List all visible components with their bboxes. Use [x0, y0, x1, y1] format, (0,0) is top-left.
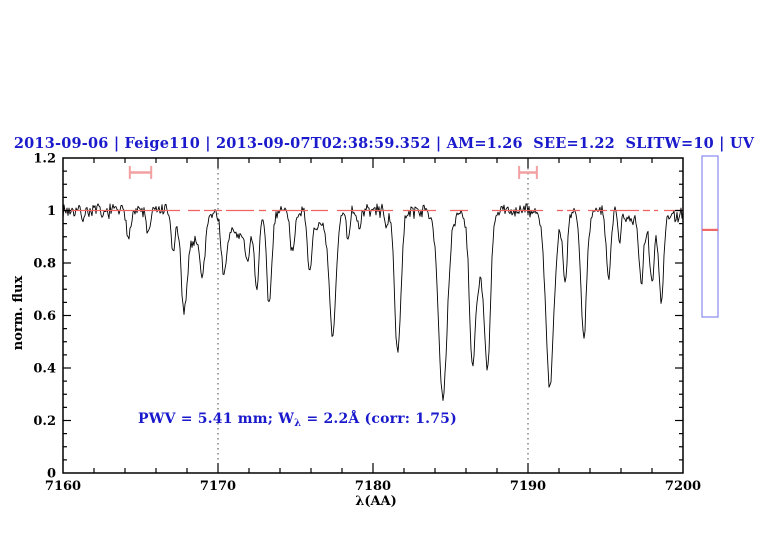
x-tick-label: 7190: [510, 479, 546, 494]
y-tick-label: 0.6: [33, 309, 56, 324]
y-tick-label: 1.2: [33, 152, 56, 167]
y-axis-label: norm. flux: [11, 276, 26, 351]
x-tick-label: 7200: [665, 479, 701, 494]
side-gauge-box: [701, 155, 719, 318]
plot-title: 2013-09-06 | Feige110 | 2013-09-07T02:38…: [13, 135, 755, 152]
y-tick-label: 0.2: [33, 414, 56, 429]
y-tick-label: 0: [47, 467, 56, 482]
plot-generated-layer: 7160 7170 7180 7190 7200 0 0.2 0.4 0.6 0.8 1 1.2: [33, 152, 719, 494]
spectrum-trace: [62, 203, 684, 401]
pwv-annotation-subscript: λ: [294, 418, 302, 429]
x-tick-label: 7170: [200, 479, 236, 494]
y-tick-label: 0.8: [33, 257, 56, 272]
y-tick-label: 0.4: [33, 362, 56, 377]
x-tick-label: 7180: [355, 479, 391, 494]
pwv-annotation: PWV = 5.41 mm; Wλ = 2.2Å (corr: 1.75): [138, 411, 457, 429]
pwv-annotation-suffix: = 2.2Å (corr: 1.75): [301, 411, 457, 427]
pwv-annotation-text: PWV = 5.41 mm; W: [138, 411, 295, 427]
y-tick-label: 1: [47, 204, 56, 219]
x-tick-label: 7160: [45, 479, 81, 494]
x-axis-label: λ(AA): [355, 494, 397, 509]
